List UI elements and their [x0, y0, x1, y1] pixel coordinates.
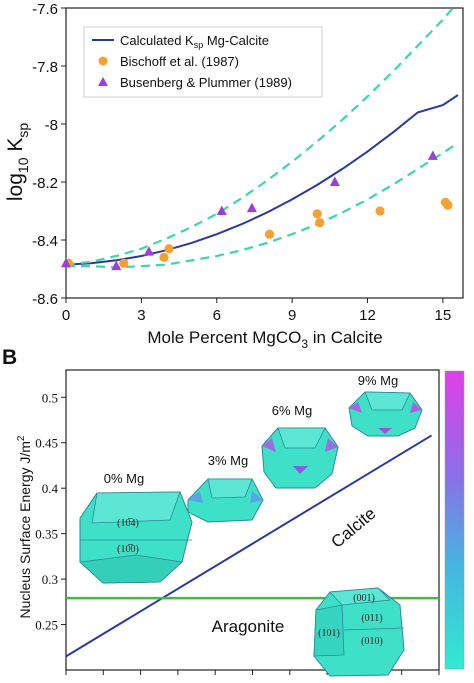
- y-tick-label: -7.6: [32, 1, 58, 18]
- crystal-6-top: [277, 427, 326, 449]
- legend-item-calculated: Calculated Ksp Mg-Calcite: [120, 33, 269, 50]
- aragonite-belt: [343, 627, 405, 631]
- crystal-9-mg: [348, 391, 423, 437]
- x-tick-label: 9: [288, 307, 296, 324]
- panel-b: B 0.5 0.45 0.4 0.35 0.3 0.25 Nucleus Surface …: [2, 346, 465, 677]
- busenberg-point: [246, 202, 257, 213]
- bischoff-point: [312, 209, 322, 219]
- bischoff-point: [164, 244, 174, 254]
- b-y-tick-label: 0.3: [42, 572, 58, 587]
- crystal-9-notch-right: [410, 402, 422, 413]
- busenberg-point: [329, 176, 340, 186]
- y-tick-label: -8: [45, 117, 58, 134]
- legend-box: [83, 26, 323, 98]
- panel-a: -7.6 -7.8 -8 -8.2 -8.4 -8.6 0 3 6 9 12 15 log10 Ks…: [4, 1, 464, 351]
- y-tick-label: -8.6: [32, 291, 58, 308]
- crystal-0-top: [91, 491, 181, 524]
- x-tick-label: 6: [213, 307, 221, 324]
- bischoff-point: [443, 200, 453, 210]
- y-tick-label: -8.2: [32, 175, 58, 192]
- face-label-001: (001): [353, 593, 375, 604]
- panel-b-label: B: [2, 346, 17, 369]
- calcite-energy-line: [65, 434, 433, 658]
- busenberg-point: [427, 150, 438, 160]
- label-6-mg: 6% Mg: [272, 403, 312, 418]
- x-tick-label: 12: [359, 307, 376, 324]
- bischoff-point: [264, 229, 275, 239]
- bischoff-point: [375, 206, 385, 216]
- panel-b-y-ticks: 0.5 0.45 0.4 0.35 0.3 0.25: [35, 390, 66, 633]
- crystal-3-notch-left: [188, 491, 203, 503]
- b-y-tick-label: 0.45: [35, 436, 58, 451]
- legend-item-bischoff: Bischoff et al. (1987): [120, 54, 239, 69]
- crystal-6-mg: [261, 427, 339, 489]
- panel-a-series: [66, 8, 459, 269]
- panel-b-y-axis-title: Nucleus Surface Energy J/m2: [16, 435, 33, 618]
- aragonite-left-face: [313, 604, 345, 657]
- crystal-3-notch-right: [250, 491, 263, 503]
- crystal-6-notch-top-left: [262, 438, 276, 452]
- crystal-0-mg: (10̅4) (10̅0): [79, 491, 193, 584]
- label-3-mg: 3% Mg: [208, 453, 248, 468]
- busenberg-point: [216, 205, 227, 215]
- bischoff-point: [119, 258, 129, 268]
- x-tick-label: 3: [137, 307, 145, 324]
- b-y-tick-label: 0.35: [35, 527, 58, 542]
- calculated-ksp-line: [66, 94, 459, 266]
- face-label-101: (101): [318, 628, 340, 639]
- b-y-tick-label: 0.4: [42, 481, 59, 496]
- panel-a-points: [61, 150, 453, 271]
- crystal-3-mg: [187, 478, 264, 523]
- bischoff-point: [315, 218, 325, 228]
- aragonite-top: [329, 587, 391, 606]
- face-label-010: (010): [361, 636, 383, 647]
- x-tick-label: 15: [435, 307, 452, 324]
- legend-item-busenberg: Busenberg & Plummer (1989): [120, 75, 292, 90]
- busenberg-point: [61, 257, 71, 268]
- panel-a-x-ticks: 0 3 6 9 12 15: [62, 298, 451, 324]
- dashed-bound-line: [66, 8, 455, 266]
- crystal-9-top: [364, 391, 411, 411]
- b-y-tick-label: 0.25: [35, 618, 58, 633]
- dashed-bound-line: [66, 141, 459, 269]
- face-label-011: (011): [361, 613, 382, 624]
- crystal-aragonite: (001) (011) (101) (010): [313, 587, 405, 677]
- aragonite-label: Aragonite: [212, 617, 285, 636]
- crystal-9-notch-center: [378, 428, 392, 434]
- colorbar: [444, 370, 465, 670]
- panel-a-y-ticks: -7.6 -7.8 -8 -8.2 -8.4 -8.6: [32, 1, 66, 308]
- legend-triangle-marker: [98, 77, 108, 86]
- crystal-3-top: [207, 478, 253, 499]
- panel-a-x-axis-title: Mole Percent MgCO3 in Calcite: [147, 328, 382, 351]
- legend-circle-marker: [98, 56, 108, 66]
- label-0-mg: 0% Mg: [104, 471, 144, 486]
- y-tick-label: -8.4: [32, 233, 58, 250]
- face-label-1014: (10̅4): [117, 518, 139, 529]
- label-9-mg: 9% Mg: [358, 373, 398, 388]
- bischoff-point: [159, 252, 169, 262]
- crystal-6-notch-center: [293, 466, 308, 474]
- panel-a-frame: [65, 7, 464, 299]
- x-tick-label: 0: [62, 307, 70, 324]
- legend: Calculated Ksp Mg-Calcite Bischoff et al…: [83, 26, 323, 98]
- crystal-0-bottom: [79, 554, 183, 584]
- y-tick-label: -7.8: [32, 59, 58, 76]
- b-y-tick-label: 0.5: [42, 390, 58, 405]
- calcite-label: Calcite: [327, 504, 379, 552]
- busenberg-point: [143, 246, 154, 256]
- crystal-6-notch-top-right: [325, 438, 338, 452]
- face-label-1010: (10̅0): [117, 544, 139, 555]
- busenberg-point: [111, 260, 122, 271]
- crystal-9-notch-left: [349, 402, 362, 413]
- panel-a-y-axis-title: log10 Ksp: [4, 123, 31, 201]
